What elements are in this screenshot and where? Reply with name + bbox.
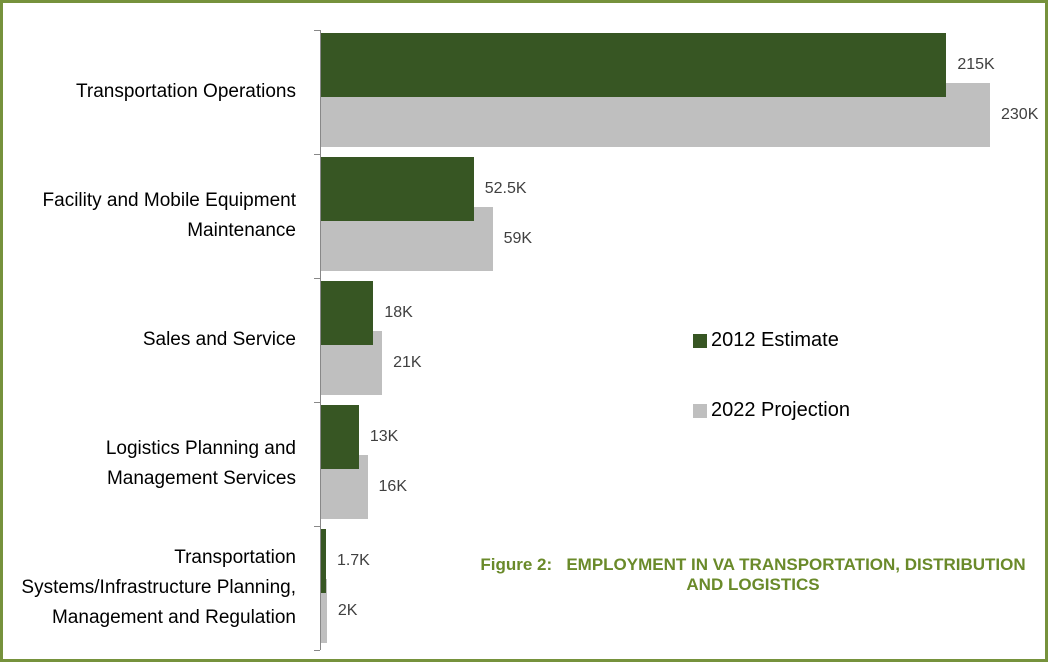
value-label: 18K: [384, 304, 413, 321]
category-label: Facility and Mobile Equipment Maintenanc…: [42, 190, 296, 241]
value-label: 215K: [957, 56, 995, 73]
legend-label: 2012 Estimate: [711, 329, 839, 351]
bar: [321, 529, 326, 593]
category-tick: [314, 154, 320, 155]
category-label: Transportation Operations: [75, 81, 296, 102]
legend-swatch: [693, 404, 707, 418]
legend-swatch: [693, 334, 707, 348]
legend-label: 2022 Projection: [711, 399, 850, 421]
value-label: 230K: [1001, 106, 1039, 123]
chart-title: Figure 2: EMPLOYMENT IN VA TRANSPORTATIO…: [480, 555, 1030, 594]
category-label: Transportation Systems/Infrastructure Pl…: [21, 547, 296, 628]
value-label: 21K: [393, 354, 422, 371]
value-label: 52.5K: [484, 180, 527, 197]
value-label: 16K: [378, 478, 407, 495]
bar: [321, 157, 474, 221]
category-tick: [314, 526, 320, 527]
value-label: 59K: [503, 230, 533, 247]
bar: [321, 579, 327, 643]
category-tick: [314, 650, 320, 651]
value-label: 2K: [337, 602, 358, 619]
category-label: Logistics Planning and Management Servic…: [105, 438, 296, 489]
category-tick: [314, 278, 320, 279]
bar: [321, 405, 359, 469]
value-label: 13K: [369, 428, 399, 445]
y-axis: [320, 30, 321, 650]
value-label: 1.7K: [336, 552, 370, 569]
bar: [321, 33, 947, 97]
category-tick: [314, 30, 320, 31]
bar: [321, 281, 374, 345]
category-label: Sales and Service: [142, 329, 296, 350]
category-tick: [314, 402, 320, 403]
